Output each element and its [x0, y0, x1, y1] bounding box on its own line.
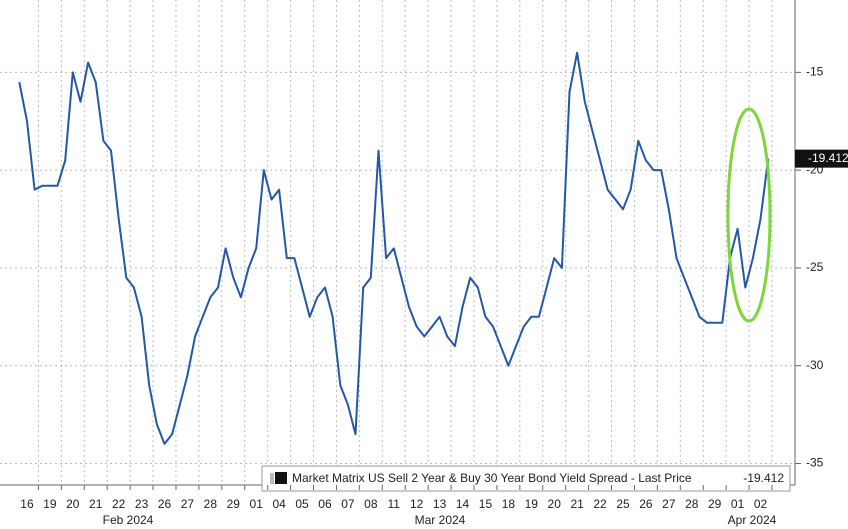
legend: Market Matrix US Sell 2 Year & Buy 30 Ye… — [261, 465, 791, 492]
x-tick-label: 29 — [708, 497, 722, 511]
x-tick-label: 07 — [341, 497, 355, 511]
x-tick-label: 11 — [388, 497, 401, 511]
series — [18, 51, 770, 445]
legend-value: -19.412 — [743, 471, 784, 485]
legend-icon — [270, 473, 274, 484]
x-tick-label: 28 — [685, 497, 699, 511]
y-tick-label: -25 — [806, 260, 824, 274]
x-tick-label: 04 — [272, 497, 286, 511]
grid — [0, 0, 795, 485]
x-tick-label: 29 — [227, 497, 241, 511]
y-tick-label: -35 — [806, 456, 824, 470]
x-tick-label: 20 — [66, 497, 80, 511]
x-tick-label: 25 — [616, 497, 630, 511]
x-tick-label: 13 — [433, 497, 447, 511]
x-tick-label: 12 — [410, 497, 424, 511]
month-label: Feb 2024 — [103, 513, 154, 527]
last-price-label: -19.412 — [808, 151, 848, 165]
x-tick-label: 19 — [525, 497, 539, 511]
month-label: Apr 2024 — [728, 513, 777, 527]
x-tick-label: 02 — [754, 497, 768, 511]
last-price-tag — [795, 149, 848, 168]
x-tick-label: 19 — [43, 497, 57, 511]
x-tick-label: 22 — [593, 497, 607, 511]
x-tick-label: 16 — [20, 497, 34, 511]
x-tick-label: 27 — [181, 497, 195, 511]
x-tick-label: 21 — [89, 497, 103, 511]
series-line — [18, 51, 770, 445]
x-tick-label: 23 — [135, 497, 149, 511]
legend-label: Market Matrix US Sell 2 Year & Buy 30 Ye… — [292, 471, 692, 485]
x-tick-label: 18 — [502, 497, 516, 511]
x-tick-label: 08 — [364, 497, 378, 511]
x-tick-label: 28 — [204, 497, 218, 511]
x-tick-label: 26 — [639, 497, 653, 511]
x-tick-label: 01 — [250, 497, 264, 511]
x-tick-label: 26 — [158, 497, 172, 511]
x-tick-label: 27 — [662, 497, 676, 511]
y-tick-label: -15 — [806, 65, 824, 79]
y-tick-label: -30 — [806, 358, 824, 372]
x-tick-label: 20 — [548, 497, 562, 511]
x-tick-label: 05 — [295, 497, 309, 511]
legend-icon — [275, 472, 287, 484]
highlight-ellipse — [726, 107, 772, 323]
x-tick-label: 21 — [570, 497, 584, 511]
x-tick-label: 14 — [456, 497, 470, 511]
x-tick-label: 15 — [479, 497, 493, 511]
x-tick-label: 22 — [112, 497, 126, 511]
x-tick-label: 01 — [731, 497, 745, 511]
legend-box — [261, 465, 791, 492]
month-label: Mar 2024 — [415, 513, 466, 527]
x-tick-label: 06 — [318, 497, 332, 511]
